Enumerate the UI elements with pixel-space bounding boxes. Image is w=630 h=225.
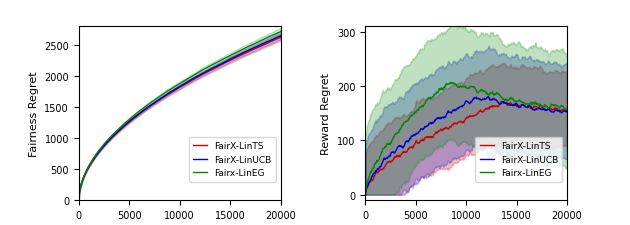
FairX-LinUCB xyxy=(172,88,180,91)
FairX-LinTS xyxy=(277,37,284,40)
Y-axis label: Reward Regret: Reward Regret xyxy=(321,73,331,154)
FairX-LinUCB xyxy=(277,35,284,38)
Fairx-LinEG xyxy=(272,33,280,36)
FairX-LinTS xyxy=(75,199,83,202)
FairX-LinTS xyxy=(459,122,466,124)
Fairx-LinEG xyxy=(471,87,479,90)
FairX-LinTS xyxy=(362,193,369,196)
FairX-LinTS xyxy=(527,107,535,110)
FairX-LinUCB xyxy=(459,106,466,109)
FairX-LinUCB xyxy=(484,96,492,99)
Fairx-LinEG xyxy=(449,82,456,84)
Line: FairX-LinUCB: FairX-LinUCB xyxy=(79,37,280,200)
Line: FairX-LinUCB: FairX-LinUCB xyxy=(365,97,567,196)
FairX-LinUCB xyxy=(240,52,248,54)
FairX-LinUCB xyxy=(362,195,369,198)
FairX-LinTS xyxy=(563,110,571,112)
FairX-LinTS xyxy=(481,108,489,111)
FairX-LinUCB xyxy=(471,97,478,100)
Fairx-LinEG xyxy=(240,48,248,51)
FairX-LinUCB xyxy=(457,106,465,108)
FairX-LinTS xyxy=(240,53,248,56)
Legend: FairX-LinTS, FairX-LinUCB, Fairx-LinEG: FairX-LinTS, FairX-LinUCB, Fairx-LinEG xyxy=(189,137,276,182)
FairX-LinTS xyxy=(272,39,280,42)
Line: Fairx-LinEG: Fairx-LinEG xyxy=(365,83,567,195)
FairX-LinTS xyxy=(184,82,192,85)
Line: Fairx-LinEG: Fairx-LinEG xyxy=(79,33,280,200)
FairX-LinTS xyxy=(457,121,465,124)
Line: FairX-LinTS: FairX-LinTS xyxy=(365,102,567,194)
Fairx-LinEG xyxy=(172,85,180,88)
FairX-LinUCB xyxy=(559,111,566,114)
Line: FairX-LinTS: FairX-LinTS xyxy=(79,38,280,200)
Legend: FairX-LinTS, FairX-LinUCB, Fairx-LinEG: FairX-LinTS, FairX-LinUCB, Fairx-LinEG xyxy=(476,137,563,182)
FairX-LinUCB xyxy=(272,38,280,40)
FairX-LinUCB xyxy=(75,199,83,201)
FairX-LinUCB xyxy=(184,81,192,83)
Fairx-LinEG xyxy=(459,86,466,88)
FairX-LinUCB xyxy=(171,89,178,91)
FairX-LinTS xyxy=(471,115,478,117)
FairX-LinTS xyxy=(559,109,566,112)
FairX-LinUCB xyxy=(481,98,489,101)
Fairx-LinEG xyxy=(563,108,571,111)
FairX-LinTS xyxy=(195,76,203,78)
FairX-LinUCB xyxy=(527,107,535,109)
Y-axis label: Fairness Regret: Fairness Regret xyxy=(29,71,38,156)
FairX-LinTS xyxy=(171,90,178,92)
Fairx-LinEG xyxy=(457,86,465,89)
Fairx-LinEG xyxy=(527,101,535,104)
Fairx-LinEG xyxy=(362,194,369,196)
Fairx-LinEG xyxy=(195,71,203,74)
Fairx-LinEG xyxy=(559,105,566,108)
Fairx-LinEG xyxy=(75,199,83,202)
FairX-LinTS xyxy=(172,89,180,92)
FairX-LinUCB xyxy=(195,75,203,77)
Fairx-LinEG xyxy=(171,86,178,89)
FairX-LinUCB xyxy=(563,111,571,114)
Fairx-LinEG xyxy=(277,31,284,34)
Fairx-LinEG xyxy=(482,91,490,94)
FairX-LinTS xyxy=(498,101,506,103)
Fairx-LinEG xyxy=(184,78,192,81)
